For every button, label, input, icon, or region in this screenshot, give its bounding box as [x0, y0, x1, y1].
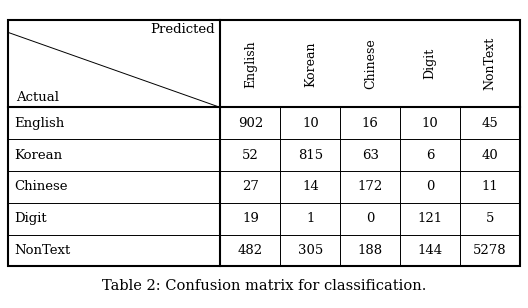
Text: 16: 16 [362, 117, 379, 130]
Text: 5278: 5278 [473, 244, 507, 257]
Text: Korean: Korean [14, 149, 62, 162]
Text: 11: 11 [482, 180, 498, 193]
Text: Predicted: Predicted [150, 23, 215, 36]
Text: 902: 902 [238, 117, 263, 130]
Bar [8, 20, 520, 266]
Text: 172: 172 [357, 180, 383, 193]
Text: Digit: Digit [14, 212, 47, 225]
Text: 121: 121 [418, 212, 443, 225]
Text: 52: 52 [242, 149, 259, 162]
Text: 19: 19 [242, 212, 259, 225]
Text: 188: 188 [357, 244, 383, 257]
Text: 45: 45 [482, 117, 498, 130]
Text: 0: 0 [366, 212, 374, 225]
Text: Actual: Actual [16, 91, 59, 104]
Text: 40: 40 [482, 149, 498, 162]
Text: 6: 6 [426, 149, 435, 162]
Text: 14: 14 [302, 180, 319, 193]
Text: NonText: NonText [14, 244, 71, 257]
Text: NonText: NonText [484, 37, 497, 90]
Text: English: English [14, 117, 64, 130]
Text: 10: 10 [422, 117, 439, 130]
Text: 815: 815 [298, 149, 323, 162]
Text: Chinese: Chinese [364, 38, 377, 89]
Text: 5: 5 [486, 212, 494, 225]
Text: Table 2: Confusion matrix for classification.: Table 2: Confusion matrix for classifica… [102, 279, 426, 294]
Text: 1: 1 [306, 212, 315, 225]
Text: 482: 482 [238, 244, 263, 257]
Text: English: English [244, 40, 257, 87]
Text: 63: 63 [362, 149, 379, 162]
Text: 27: 27 [242, 180, 259, 193]
Text: Digit: Digit [423, 48, 437, 79]
Text: Korean: Korean [304, 41, 317, 87]
Text: 144: 144 [418, 244, 443, 257]
Text: Chinese: Chinese [14, 180, 68, 193]
Text: 10: 10 [302, 117, 319, 130]
Text: 305: 305 [298, 244, 323, 257]
Text: 0: 0 [426, 180, 435, 193]
